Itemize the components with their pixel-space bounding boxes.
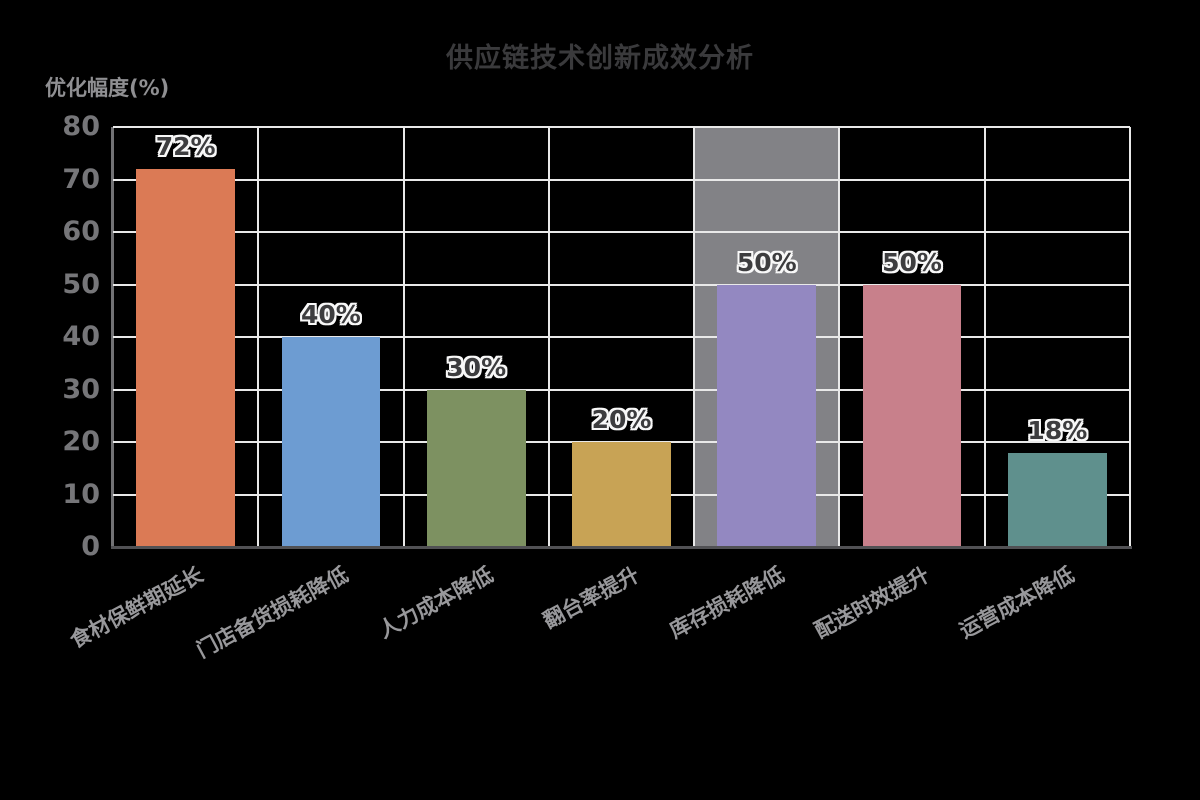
y-tick-label: 70 (62, 163, 100, 195)
y-axis-label: 优化幅度(%) (45, 76, 170, 100)
v-gridline-3 (547, 127, 550, 547)
y-tick-label: 20 (62, 426, 100, 457)
bar-value-label: 40% (301, 300, 361, 329)
v-gridline-5 (838, 127, 841, 547)
v-gridline-2 (402, 127, 405, 547)
bar-value-label: 20% (591, 405, 652, 434)
v-gridline-7 (1129, 127, 1131, 547)
h-gridline-40 (113, 336, 1130, 338)
y-axis-line (111, 127, 114, 547)
y-tick-label: 60 (62, 216, 100, 247)
v-gridline-4 (693, 127, 696, 547)
plot-area: 72% 40% 30% 20% 50% 50% 18% (111, 126, 1132, 549)
x-axis-line (111, 546, 1132, 549)
x-category-label: 翻台率提升 (538, 562, 643, 634)
h-gridline-70 (113, 178, 1130, 181)
h-gridline-60 (113, 231, 1130, 233)
bar-人力成本降低 (426, 389, 526, 547)
h-gridline-80 (113, 126, 1130, 128)
v-gridline-1 (257, 127, 260, 547)
chart-title: 供应链技术创新成效分析 (446, 43, 754, 74)
bar-食材保鲜期延长 (136, 169, 236, 547)
x-category-label: 食材保鲜期延长 (65, 562, 207, 653)
y-tick-label: 0 (81, 531, 100, 562)
bar-库存损耗降低 (717, 284, 817, 547)
bar-value-label: 18% (1027, 415, 1088, 445)
bar-门店备货损耗降低 (281, 337, 381, 547)
y-tick-label: 40 (62, 321, 100, 352)
h-gridline-50 (113, 283, 1130, 286)
x-category-label: 门店备货损耗降低 (192, 562, 353, 663)
y-tick-label: 50 (62, 268, 100, 300)
x-category-label: 库存损耗降低 (665, 562, 788, 643)
bar-配送时效提升 (862, 284, 962, 547)
bar-翻台率提升 (572, 442, 671, 547)
bar-value-label: 50% (736, 247, 797, 277)
x-category-label: 配送时效提升 (810, 562, 934, 643)
y-tick-label: 10 (62, 478, 100, 510)
v-gridline-6 (983, 127, 986, 547)
bar-value-label: 30% (446, 352, 507, 382)
bar-运营成本降低 (1007, 452, 1107, 547)
y-tick-label: 30 (62, 373, 100, 405)
y-tick-label: 80 (62, 111, 100, 142)
x-category-label: 运营成本降低 (955, 562, 1079, 643)
bar-value-label: 50% (882, 247, 942, 277)
h-gridline-30 (113, 388, 1130, 391)
bar-value-label: 72% (155, 132, 216, 161)
x-category-label: 人力成本降低 (374, 562, 498, 643)
